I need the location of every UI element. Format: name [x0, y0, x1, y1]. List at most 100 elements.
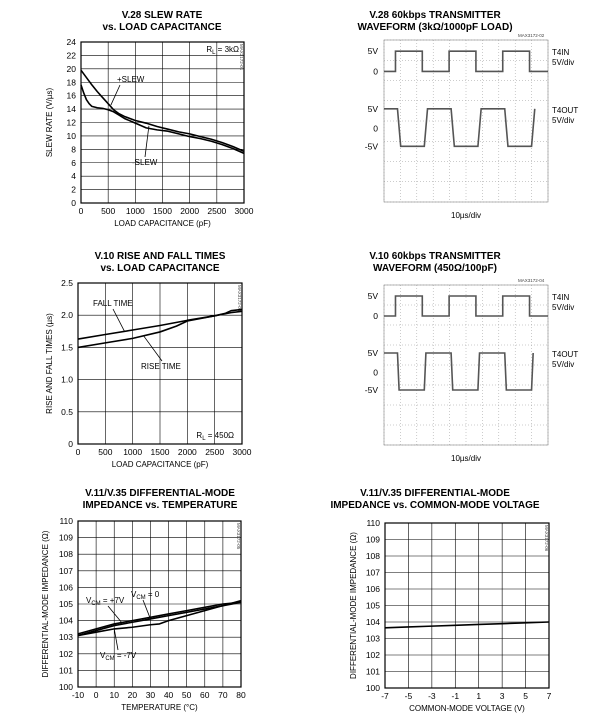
scope-level-label: 0	[373, 66, 378, 76]
x-tick-label: 5	[523, 691, 528, 701]
y-axis-label: SLEW RATE (V/µs)	[45, 87, 54, 157]
x-tick-label: 10	[109, 690, 119, 700]
plot-frame	[77, 282, 243, 445]
x-tick-label: 0	[76, 447, 81, 457]
y-tick-label: 104	[59, 616, 73, 626]
y-axis-label: DIFFERENTIAL-MODE IMPEDANCE (Ω)	[349, 532, 358, 679]
rise-fall-chart: V.10 RISE AND FALL TIMES vs. LOAD CAPACI…	[0, 243, 300, 478]
x-tick-label: 80	[236, 690, 246, 700]
y-axis-label: DIFFERENTIAL-MODE IMPEDANCE (Ω)	[41, 530, 50, 677]
x-tick-label: 40	[164, 690, 174, 700]
y-tick-label: 101	[59, 665, 73, 675]
series-line-slew	[80, 69, 245, 153]
x-tick-label: 2500	[207, 206, 226, 216]
figure-code: MAX3172-06	[544, 525, 549, 552]
scope-frame	[383, 39, 549, 203]
v10-waveform-scope: MAX3172-045V05V0-5VT4IN5V/divT4OUT5V/div…	[365, 278, 579, 463]
annotation-leader	[143, 335, 163, 362]
scope-level-label: -5V	[365, 385, 379, 395]
input-waveform-t4in	[384, 50, 548, 73]
x-tick-label: -1	[452, 691, 460, 701]
series-line-vcm-0	[77, 601, 242, 637]
series-line-impedance	[384, 621, 550, 629]
y-tick-label: 103	[366, 634, 380, 644]
t4out-label: T4OUT	[552, 350, 578, 359]
y-tick-label: 107	[59, 566, 73, 576]
v28-waveform-scope: MAX3172-025V05V0-5VT4IN5V/divT4OUT5V/div…	[365, 33, 579, 220]
y-tick-label: 102	[59, 649, 73, 659]
v28-waveform-title: V.28 60kbps TRANSMITTER WAVEFORM (3kΩ/10…	[357, 10, 513, 33]
x-tick-label: -7	[381, 691, 389, 701]
impedance-vcm-title: V.11/V.35 DIFFERENTIAL-MODE IMPEDANCE vs…	[330, 488, 540, 511]
time-scale-label: 10µs/div	[451, 454, 481, 463]
y-tick-label: 24	[67, 37, 77, 47]
x-tick-label: 2500	[205, 447, 224, 457]
y-tick-label: 110	[366, 518, 380, 528]
y-tick-label: 16	[67, 91, 77, 101]
figure-code: MAX3172-04	[518, 278, 545, 283]
scope-level-label: 5V	[368, 104, 379, 114]
rise-fall-plot: 0 500 1000 1500 2000 2500 3000 0 0.5 1.0 1.5 2.0 2.5…	[45, 278, 252, 469]
y-tick-label: 109	[366, 535, 380, 545]
load-condition-label: RL = 450Ω	[196, 431, 234, 442]
x-tick-label: -5	[405, 691, 413, 701]
annotation-leader	[113, 628, 119, 651]
y-tick-label: 105	[59, 599, 73, 609]
y-tick-label: 110	[59, 516, 73, 526]
slew-rate-chart: V.28 SLEW RATE vs. LOAD CAPACITANCE 0 500…	[0, 0, 300, 240]
annotation-plus-slew: +SLEW	[117, 75, 145, 84]
y-tick-label: 106	[59, 582, 73, 592]
series-line-fall-time	[77, 310, 243, 340]
y-tick-label: 108	[366, 551, 380, 561]
x-tick-label: 1	[476, 691, 481, 701]
x-tick-label: 0	[94, 690, 99, 700]
x-tick-label: 3000	[233, 447, 252, 457]
annotation-leader	[110, 84, 121, 106]
output-waveform-t4out	[384, 352, 534, 391]
x-tick-label: -10	[72, 690, 85, 700]
annotation-fall-time: FALL TIME	[93, 299, 133, 308]
y-tick-label: 100	[59, 682, 73, 692]
y-tick-label: 2.5	[61, 278, 73, 288]
t4in-label: T4IN	[552, 48, 570, 57]
v10-waveform-panel: V.10 60kbps TRANSMITTER WAVEFORM (450Ω/1…	[300, 243, 605, 478]
y-tick-label: 14	[67, 104, 77, 114]
y-tick-label: 108	[59, 549, 73, 559]
scope-frame	[383, 284, 549, 446]
figure-code: MAX3172-05	[236, 523, 241, 550]
x-tick-label: 0	[79, 206, 84, 216]
v10-waveform-title: V.10 60kbps TRANSMITTER WAVEFORM (450Ω/1…	[369, 251, 501, 274]
figure-code: MAX3172-02	[518, 33, 545, 38]
y-tick-label: 4	[71, 171, 76, 181]
x-tick-label: 1500	[151, 447, 170, 457]
x-tick-label: 70	[218, 690, 228, 700]
x-tick-label: 500	[98, 447, 112, 457]
y-tick-label: 0.5	[61, 407, 73, 417]
y-tick-label: 18	[67, 77, 77, 87]
rise-fall-title: V.10 RISE AND FALL TIMES vs. LOAD CAPACI…	[94, 251, 226, 274]
y-tick-label: 104	[366, 617, 380, 627]
annotation-minus-slew: -SLEW	[132, 158, 158, 167]
time-scale-label: 10µs/div	[451, 211, 481, 220]
y-tick-label: 1.5	[61, 342, 73, 352]
annotation-leader	[142, 599, 151, 620]
x-tick-label: 500	[101, 206, 115, 216]
x-axis-label: LOAD CAPACITANCE (pF)	[114, 219, 211, 228]
y-tick-label: 101	[366, 667, 380, 677]
input-waveform-t4in	[384, 295, 548, 317]
plot-frame	[77, 520, 242, 688]
x-tick-label: 50	[182, 690, 192, 700]
series-line-slew	[80, 84, 245, 155]
annotation-rise-time: RISE TIME	[141, 362, 181, 371]
y-tick-label: 2.0	[61, 310, 73, 320]
y-axis-label: RISE AND FALL TIMES (µs)	[45, 313, 54, 414]
y-tick-label: 8	[71, 144, 76, 154]
y-tick-label: 107	[366, 568, 380, 578]
t4in-scale-label: 5V/div	[552, 303, 574, 312]
x-tick-label: 60	[200, 690, 210, 700]
y-tick-label: 10	[67, 131, 77, 141]
x-tick-label: 2000	[178, 447, 197, 457]
plot-frame	[80, 41, 245, 204]
impedance-vcm-chart: V.11/V.35 DIFFERENTIAL-MODE IMPEDANCE vs…	[300, 480, 605, 726]
slew-rate-plot: 0 500 1000 1500 2000 2500 30000246810121416182…	[45, 37, 254, 228]
